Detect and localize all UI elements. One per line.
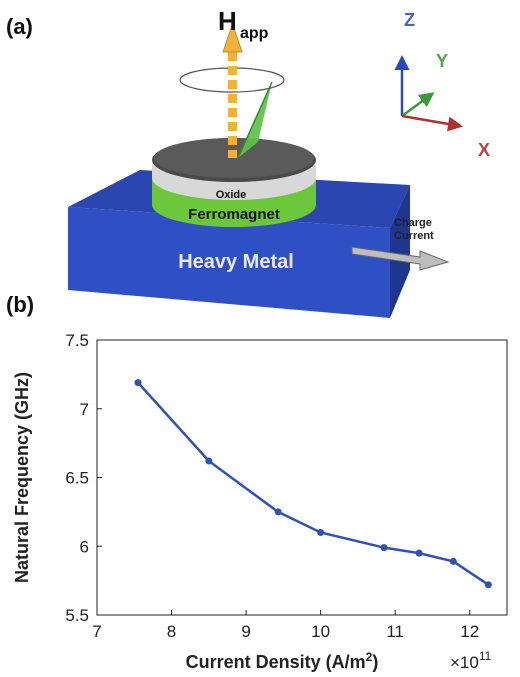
x-tick-label: 9 [241,622,250,641]
x-axis-multiplier: ×1011 [450,649,492,672]
field-label-sub: app [240,25,269,42]
x-tick-label: 7 [92,622,101,641]
charge-current-label-line1: Charge [394,217,432,229]
series-points [134,379,492,589]
panel-a-label: (a) [6,14,33,39]
oxide-label: Oxide [216,189,247,201]
coordinate-axes: Z Y X [394,10,490,160]
charge-current-label-line2: Current [394,230,434,242]
axis-z-label: Z [404,10,415,30]
data-point [134,379,142,387]
y-axis-title: Natural Frequency (GHz) [12,372,32,583]
plot-frame [96,339,508,616]
y-tick-label: 6.5 [65,469,89,488]
precession-orbit-front [179,79,285,93]
frequency-chart: 7 8 9 10 11 12 5.5 6 6.5 7 7.5 Current Density (A… [12,331,508,672]
x-tick-label: 8 [167,622,176,641]
x-tick-label: 12 [460,622,479,641]
device-schematic: Oxide Ferromagnet Heavy Metal Charge Cur… [68,6,450,318]
ferromagnet-label: Ferromagnet [188,206,280,223]
x-tick-label: 10 [311,622,330,641]
axis-y-label: Y [436,51,448,71]
data-point [484,581,492,589]
y-tick-label: 7 [80,400,89,419]
y-axis: 5.5 6 6.5 7 7.5 [65,331,102,625]
y-tick-label: 7.5 [65,331,89,350]
data-point [205,457,213,465]
data-point [415,549,423,557]
data-point [380,544,388,552]
magnetic-pillar [152,138,316,227]
series-line [137,381,490,586]
x-axis-title: Current Density (A/m2) [186,650,379,672]
axis-x-label: X [478,140,490,160]
data-point [317,529,325,536]
charge-current-arrow [351,246,450,271]
heavy-metal-label: Heavy Metal [178,251,294,273]
y-tick-label: 5.5 [65,606,89,625]
y-tick-label: 6 [80,537,89,556]
panel-b-label: (b) [6,292,34,317]
x-tick-label: 11 [386,622,404,641]
x-axis: 7 8 9 10 11 12 [92,610,479,641]
data-point [274,508,282,516]
applied-field-arrow [222,22,243,158]
field-label-main: H [218,6,237,36]
data-point [449,557,457,565]
